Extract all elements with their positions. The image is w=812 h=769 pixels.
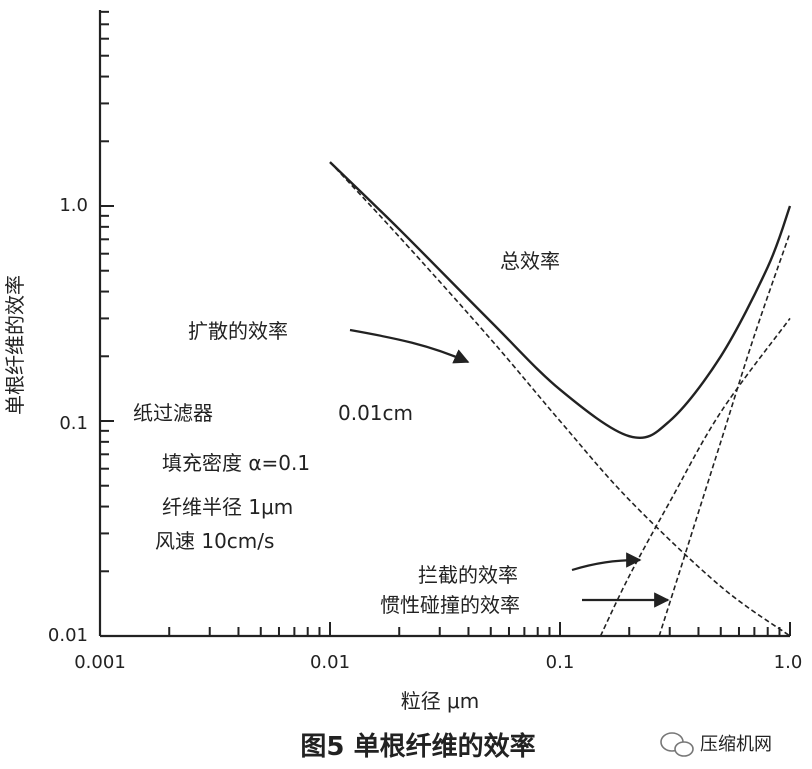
x-tick-labels: 0.001 0.01 0.1 1.0 [74,652,802,673]
wechat-icon [660,732,694,757]
y-tick-label-001: 0.01 [48,625,88,646]
chart-caption: 图5 单根纤维的效率 [300,731,535,762]
label-filter-type: 纸过滤器 [133,401,213,425]
label-interception-efficiency: 拦截的效率 [418,563,518,587]
x-tick-label-01: 0.1 [546,652,575,673]
interception-efficiency-curve [599,317,791,637]
axis-ticks [99,10,791,637]
y-tick-label-1: 1.0 [59,195,88,216]
label-diffusion-efficiency: 扩散的效率 [188,319,288,343]
impaction-efficiency-curve [658,232,791,637]
y-tick-label-01: 0.1 [59,413,88,434]
watermark-text: 压缩机网 [700,734,772,755]
y-axis-title: 单根纤维的效率 [3,275,27,415]
x-tick-label-0001: 0.001 [74,652,126,673]
interception-arrow [571,552,642,572]
x-axis-title: 粒径 μm [401,689,480,713]
total-efficiency-curve [329,161,792,440]
label-packing-density: 填充密度 α=0.1 [162,451,310,475]
label-total-efficiency: 总效率 [500,249,560,273]
label-wind-speed: 风速 10cm/s [155,529,274,553]
label-impaction-efficiency: 惯性碰撞的效率 [380,593,520,617]
x-tick-label-1: 1.0 [774,652,803,673]
diffusion-efficiency-curve [329,161,791,637]
y-tick-labels: 0.01 0.1 1.0 [48,195,88,646]
diffusion-arrow [349,328,470,364]
watermark: 压缩机网 [660,732,772,757]
label-fiber-radius: 纤维半径 1μm [162,495,293,519]
series-layer [329,161,792,637]
label-thickness: 0.01cm [338,401,413,425]
x-tick-label-001: 0.01 [310,652,350,673]
